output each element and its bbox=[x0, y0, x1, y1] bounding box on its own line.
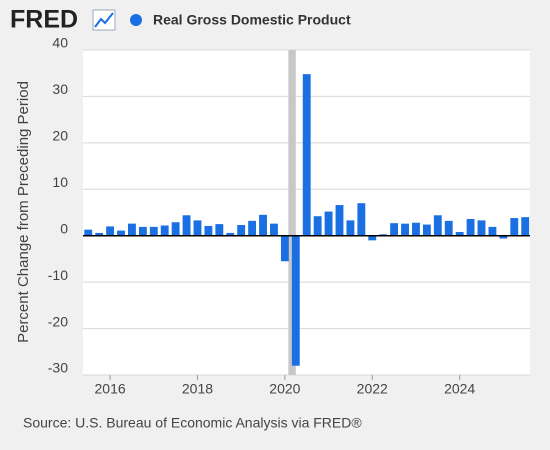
bar bbox=[444, 220, 453, 236]
bar bbox=[499, 235, 508, 239]
bar bbox=[368, 235, 377, 241]
source: Source: U.S. Bureau of Economic Analysis… bbox=[23, 415, 362, 431]
bar bbox=[346, 220, 355, 236]
logo-icon bbox=[92, 9, 116, 31]
bar bbox=[390, 223, 399, 236]
x-tick-label: 2024 bbox=[444, 381, 475, 397]
legend-swatch bbox=[130, 14, 142, 26]
y-tick-label: 0 bbox=[60, 220, 68, 236]
bar bbox=[106, 226, 115, 236]
bar bbox=[138, 226, 147, 236]
bar bbox=[215, 224, 224, 236]
y-tick-label: 40 bbox=[52, 35, 68, 51]
y-tick-label: 30 bbox=[52, 81, 68, 97]
y-tick-label: 20 bbox=[52, 128, 68, 144]
y-axis-title: Percent Change from Preceding Period bbox=[15, 81, 32, 343]
bar bbox=[270, 223, 278, 236]
legend-label: Real Gross Domestic Product bbox=[153, 12, 351, 28]
x-tick-label: 2022 bbox=[357, 381, 388, 397]
bar bbox=[280, 235, 289, 262]
bar bbox=[466, 219, 475, 236]
bar bbox=[182, 215, 191, 236]
bar bbox=[521, 217, 530, 236]
x-tick-label: 2018 bbox=[182, 381, 213, 397]
bar bbox=[95, 232, 104, 236]
bar bbox=[248, 220, 257, 236]
x-tick-label: 2020 bbox=[269, 381, 300, 397]
bar bbox=[259, 214, 267, 236]
bar bbox=[204, 225, 213, 236]
bar bbox=[455, 232, 464, 236]
bar bbox=[171, 222, 180, 236]
y-tick-label: -30 bbox=[48, 360, 68, 376]
bar bbox=[237, 225, 246, 236]
bar bbox=[433, 215, 442, 236]
bar bbox=[149, 226, 158, 236]
bar bbox=[313, 216, 322, 236]
bar bbox=[510, 218, 519, 236]
y-tick-label: -10 bbox=[48, 267, 68, 283]
bar bbox=[477, 220, 486, 236]
bar bbox=[422, 224, 431, 236]
bar bbox=[291, 235, 300, 366]
y-tick-label: 10 bbox=[52, 174, 68, 190]
bar bbox=[226, 232, 235, 236]
bar bbox=[117, 230, 125, 236]
bar bbox=[412, 222, 420, 236]
bar bbox=[401, 223, 409, 236]
y-tick-label: -20 bbox=[48, 313, 68, 329]
bar bbox=[128, 223, 136, 236]
bar bbox=[302, 74, 311, 236]
logo: FRED bbox=[10, 6, 78, 34]
bar bbox=[84, 229, 93, 236]
bar bbox=[193, 220, 202, 236]
recession-band bbox=[288, 50, 296, 375]
bar bbox=[357, 203, 366, 236]
bar bbox=[488, 226, 497, 236]
bar bbox=[324, 211, 333, 236]
bar bbox=[335, 205, 344, 236]
bar bbox=[160, 225, 169, 236]
x-tick-label: 2016 bbox=[95, 381, 126, 397]
